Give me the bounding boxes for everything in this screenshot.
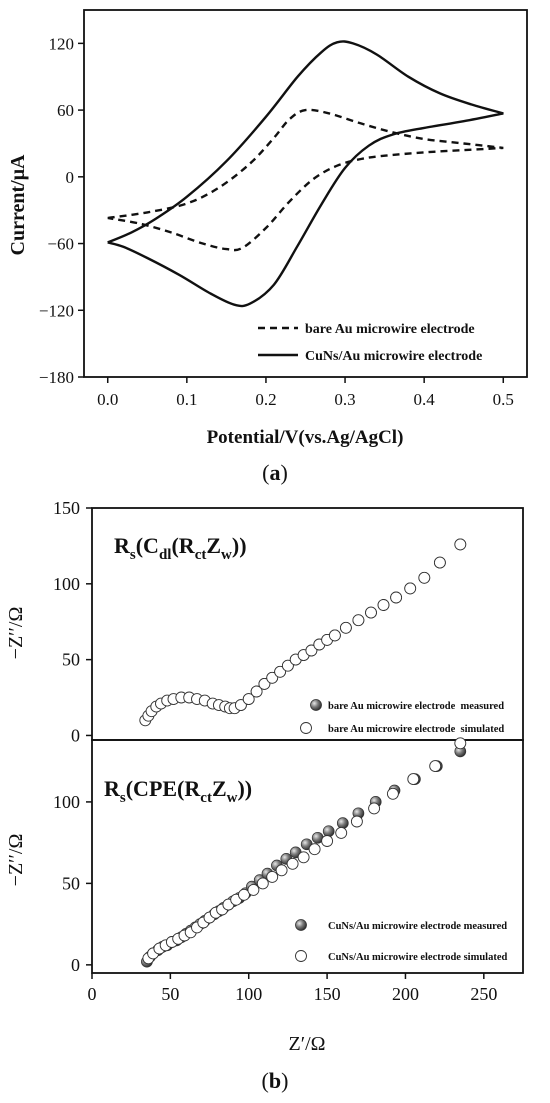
eis-top-simulated-point (274, 665, 287, 678)
eis-top-legend-label-measured: bare Au microwire electrode measured (328, 701, 504, 712)
eis-bottom-x-tick-label: 100 (235, 984, 262, 1004)
cv-x-tick-label: 0.2 (255, 390, 276, 409)
eis-top-circuit-annotation: Rs(Cdl(RctZw)) (114, 533, 247, 563)
eis-top-legend-label-simulated: bare Au microwire electrode simulated (328, 724, 504, 735)
eis-bottom-y-tick-label: 100 (53, 792, 80, 812)
eis-top-simulated-point (365, 606, 377, 619)
cv-series-cuns-au (107, 40, 504, 308)
eis-bottom-simulated-point (238, 888, 250, 901)
cv-y-tick-label: 0 (66, 168, 75, 187)
cv-x-tick-label: 0.1 (176, 390, 197, 409)
eis-bottom-x-tick-label: 0 (88, 984, 97, 1004)
cv-x-tick-label: 0.0 (97, 390, 118, 409)
cv-chart: −180 −120 −60 0 60 120 0.0 0.1 0.2 0.3 0.4 0.5 bare… (7, 9, 528, 448)
eis-bottom-y-tick-label: 0 (71, 955, 80, 975)
cv-x-tick-label: 0.4 (414, 390, 436, 409)
cv-legend: bare Au microwire electrode CuNs/Au micr… (258, 322, 482, 364)
eis-bottom-legend-label-measured: CuNs/Au microwire electrode measured (328, 921, 507, 932)
eis-top-y-tick-label: 150 (53, 498, 80, 518)
eis-bottom-x-tick-label: 200 (392, 984, 419, 1004)
eis-top-simulated-point (404, 582, 417, 595)
panel-b-caption: (b) (261, 1068, 289, 1093)
eis-top-simulated-point (258, 677, 271, 690)
eis-top-legend-marker-measured (310, 699, 322, 711)
eis-bottom-simulated-point (266, 870, 279, 883)
cv-y-tick-label: −60 (47, 235, 74, 254)
eis-bottom-simulated-point (256, 877, 269, 890)
eis-top-points (139, 538, 467, 727)
eis-bottom-x-axis-label: Z′/Ω (288, 1033, 325, 1055)
cv-x-tick-label: 0.5 (493, 390, 514, 409)
cv-legend-label-bare: bare Au microwire electrode (305, 322, 475, 337)
cv-series-bare-au (107, 108, 504, 252)
eis-bottom-points (141, 737, 467, 968)
eis-bottom-simulated-point (350, 815, 363, 828)
eis-bottom-simulated-point (335, 826, 348, 839)
eis-top-simulated-point (266, 671, 279, 684)
eis-top-simulated-point (377, 599, 390, 611)
cv-y-tick-label: −180 (39, 368, 74, 387)
eis-top-simulated-point (418, 571, 431, 584)
eis-top-simulated-point (390, 591, 403, 604)
eis-bottom-simulated-point (247, 883, 260, 896)
eis-bottom-circuit-annotation: Rs(CPE(RctZw)) (104, 776, 252, 806)
eis-bottom-simulated-point (386, 787, 399, 800)
cv-y-tick-label: 120 (49, 34, 75, 53)
eis-top-simulated-point (234, 699, 247, 712)
cv-y-axis-label: Current/μA (7, 154, 29, 256)
cv-x-tick-label: 0.3 (334, 390, 355, 409)
eis-bottom-simulated-point (275, 864, 288, 877)
cv-legend-label-cuns: CuNs/Au microwire electrode (305, 349, 482, 364)
eis-top-simulated-point (328, 629, 341, 642)
eis-bottom-y-axis-label: −Z′′/Ω (5, 834, 27, 887)
eis-bottom-legend-marker-simulated (295, 950, 307, 962)
eis-bottom-x-tick-label: 50 (161, 984, 179, 1004)
eis-bottom-simulated-point (297, 851, 310, 864)
eis-top-y-tick-label: 100 (53, 574, 80, 594)
eis-bottom-simulated-point (321, 835, 334, 847)
eis-top-simulated-point (305, 644, 318, 657)
eis-top-chart: 0 50 100 150 Rs(Cdl(RctZw)) bare Au microwi… (5, 498, 524, 745)
eis-top-legend-marker-simulated (300, 722, 312, 734)
eis-bottom-legend-marker-measured (295, 919, 307, 931)
eis-bottom-x-tick-label: 250 (470, 984, 497, 1004)
eis-bottom-axis-ticks: 0 50 100 0 50 100 150 200 250 (53, 792, 497, 1004)
eis-bottom-measured-point (322, 825, 335, 838)
eis-top-simulated-point (242, 693, 255, 706)
cv-y-tick-label: 60 (57, 101, 74, 120)
eis-bottom-simulated-point (429, 760, 442, 773)
cv-axis-ticks: −180 −120 −60 0 60 120 0.0 0.1 0.2 0.3 0.4 0.5 (39, 34, 514, 409)
eis-bottom-legend-label-simulated: CuNs/Au microwire electrode simulated (328, 952, 508, 963)
eis-top-simulated-point (454, 538, 467, 551)
cv-x-axis-label: Potential/V(vs.Ag/AgCl) (207, 427, 404, 448)
eis-bottom-measured-point (336, 817, 349, 829)
eis-top-simulated-point (250, 685, 263, 698)
eis-top-y-axis-label: −Z′′/Ω (5, 607, 27, 660)
eis-top-simulated-point (433, 556, 446, 569)
cv-plot-frame (83, 9, 528, 378)
panel-a-caption: (a) (262, 460, 288, 485)
eis-top-legend: bare Au microwire electrode measured bar… (300, 699, 504, 735)
eis-bottom-legend: CuNs/Au microwire electrode measured CuN… (295, 919, 508, 963)
eis-bottom-simulated-point (454, 737, 467, 750)
eis-bottom-y-tick-label: 50 (62, 873, 80, 893)
eis-top-y-tick-label: 0 (71, 725, 80, 745)
eis-bottom-simulated-point (407, 773, 420, 786)
eis-top-y-tick-label: 50 (62, 650, 80, 670)
eis-bottom-simulated-point (286, 857, 299, 870)
cv-y-tick-label: −120 (39, 301, 74, 320)
eis-bottom-simulated-point (368, 802, 381, 815)
eis-top-axis-ticks: 0 50 100 150 (53, 498, 92, 745)
eis-top-simulated-point (339, 621, 352, 634)
eis-bottom-simulated-point (308, 843, 321, 856)
eis-top-simulated-point (281, 659, 294, 672)
eis-bottom-x-tick-label: 150 (314, 984, 341, 1004)
eis-bottom-plot-frame (91, 739, 524, 974)
eis-bottom-chart: 0 50 100 0 50 100 150 200 250 Rs(CPE(RctZw)) CuN… (5, 737, 524, 1055)
eis-top-simulated-point (352, 614, 365, 627)
